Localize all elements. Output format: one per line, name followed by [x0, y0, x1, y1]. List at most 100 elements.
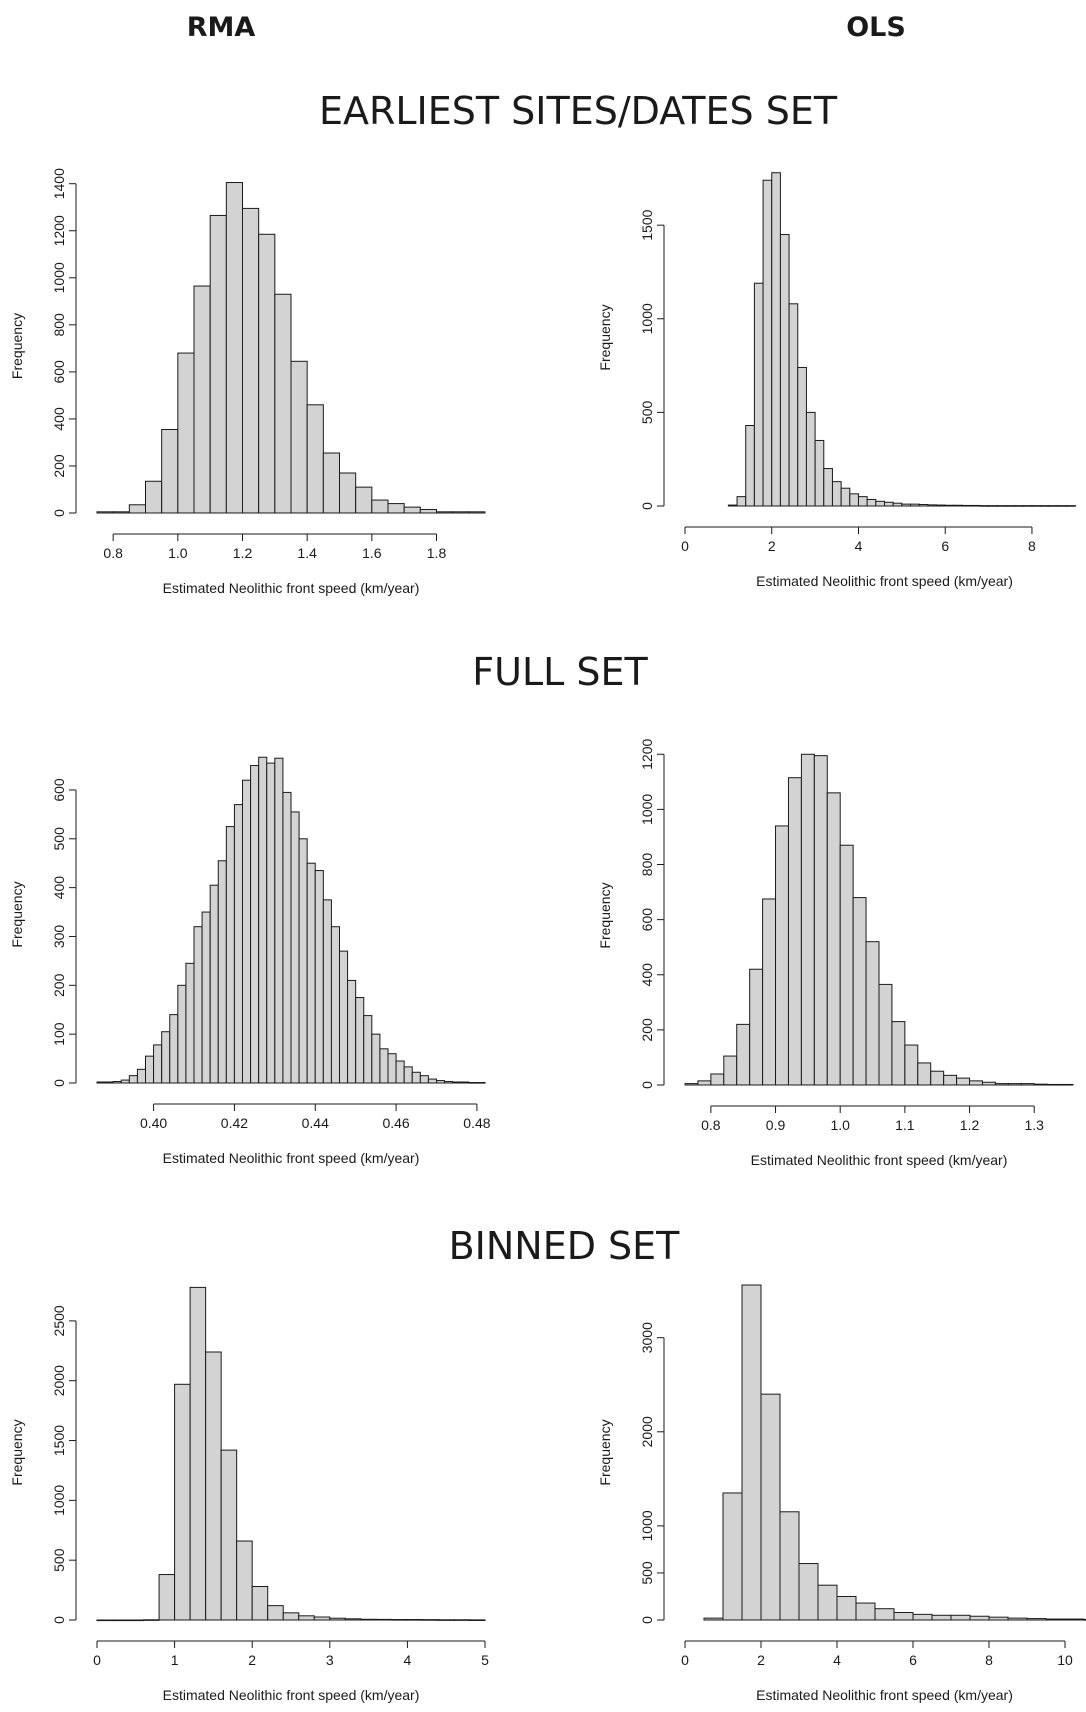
histogram-bar: [468, 1619, 486, 1621]
histogram-bar: [944, 504, 955, 507]
histogram-bar: [185, 962, 195, 1084]
x-axis-earliest-ols: 0 2 4 6 8: [681, 526, 1036, 554]
x-axis-full-rma: 0.40 0.42 0.44 0.46 0.48: [140, 1103, 491, 1131]
x-tick-label: 1.2: [960, 1117, 980, 1133]
histogram-bar: [174, 1383, 191, 1621]
x-tick-label: 0.9: [766, 1117, 786, 1133]
histogram-bar: [1014, 505, 1024, 507]
x-tick-label: 2: [768, 538, 776, 554]
histogram-bar: [865, 941, 880, 1086]
histogram-bar: [771, 172, 781, 507]
y-tick-label: 1000: [639, 303, 655, 334]
bars-full-rma: [96, 756, 486, 1084]
histogram-bar: [267, 1605, 284, 1621]
histogram-bar: [403, 1066, 413, 1084]
x-tick-label: 0.44: [302, 1115, 329, 1131]
histogram-bar: [266, 762, 276, 1084]
y-tick-label: 400: [51, 407, 67, 431]
histogram-bar: [826, 792, 841, 1086]
y-tick-label: 0: [639, 1616, 655, 1624]
histogram-bar: [710, 1073, 725, 1086]
x-axis-binned-rma: 0 1 2 3 4 5: [93, 1640, 489, 1668]
histogram-bar: [452, 1081, 462, 1084]
x-tick-label: 5: [481, 1652, 489, 1668]
histogram-bar: [1045, 1618, 1066, 1621]
histogram-bar: [736, 1023, 751, 1086]
histogram-bar: [189, 1286, 207, 1621]
histogram-bar: [936, 504, 946, 507]
y-tick-label: 500: [51, 827, 67, 851]
section-title-binned: BINNED SET: [449, 1224, 681, 1268]
histogram-bar: [395, 1060, 405, 1084]
histogram-bar: [403, 506, 421, 514]
histogram-bar: [798, 1563, 819, 1621]
y-axis-label: Frequency: [597, 882, 613, 948]
histogram-bar: [884, 501, 894, 507]
histogram-bar: [375, 1618, 393, 1621]
histogram-bar: [727, 504, 738, 507]
histogram-bar: [153, 1044, 163, 1084]
histogram-bar: [912, 1613, 933, 1621]
histogram-bar: [120, 1079, 130, 1084]
y-tick-label: 1500: [639, 209, 655, 240]
histogram-bar: [813, 755, 828, 1086]
histogram-bar: [251, 1586, 269, 1621]
histogram-bar: [282, 1612, 300, 1621]
bars-earliest-rma: [96, 182, 486, 514]
x-tick-label: 1.2: [233, 545, 253, 561]
bars-full-ols: [684, 753, 1074, 1086]
x-tick-label: 0: [93, 1652, 101, 1668]
histogram-bar: [805, 411, 816, 507]
x-tick-label: 4: [404, 1652, 412, 1668]
y-tick-label: 300: [51, 925, 67, 949]
histogram-bar: [363, 1015, 373, 1084]
histogram-bar: [969, 1080, 983, 1086]
histogram-bar: [161, 1031, 171, 1084]
histogram-bar: [436, 511, 454, 514]
y-tick-label: 0: [51, 1616, 67, 1624]
x-tick-label: 3: [326, 1652, 334, 1668]
histogram-bar: [753, 282, 764, 507]
histogram-bar: [962, 504, 972, 507]
y-tick-label: 100: [51, 1022, 67, 1046]
x-tick-label: 8: [1028, 538, 1036, 554]
histogram-bar: [831, 481, 842, 507]
histogram-bar: [453, 1619, 470, 1621]
histogram-bar: [1046, 1083, 1061, 1086]
histogram-bar: [836, 1595, 857, 1621]
histogram-bar: [177, 984, 187, 1084]
x-tick-label: 4: [855, 538, 863, 554]
histogram-bar: [96, 1081, 106, 1084]
histogram-bar: [112, 1081, 122, 1084]
histogram-bar: [143, 1619, 160, 1621]
histogram-bar: [874, 1608, 895, 1621]
histogram-bar: [476, 1082, 486, 1084]
histogram-bar: [314, 870, 324, 1084]
histogram-binned-rma: 0 1 2 3 4 5 Estimated Neolithic front speed (k…: [9, 1286, 489, 1703]
histogram-bar: [145, 480, 163, 514]
histogram-bar: [1083, 1619, 1086, 1621]
histogram-bar: [1031, 505, 1042, 507]
histogram-full-ols: 0.8 0.9 1.0 1.1 1.2 1.3 Estimated Neolithic fr…: [597, 738, 1074, 1168]
histogram-bar: [112, 1619, 129, 1622]
histogram-bar: [104, 1081, 114, 1084]
x-axis-full-ols: 0.8 0.9 1.0 1.1 1.2 1.3: [701, 1105, 1044, 1133]
histogram-bar: [391, 1619, 408, 1621]
y-axis-label: Frequency: [9, 1419, 25, 1485]
histogram-bar: [988, 1616, 1009, 1621]
bars-binned-rma: [96, 1286, 486, 1622]
x-tick-label: 2: [757, 1652, 765, 1668]
y-tick-label: 500: [51, 1548, 67, 1572]
histogram-bar: [745, 424, 755, 507]
y-tick-label: 200: [639, 1018, 655, 1042]
histogram-bar: [306, 862, 316, 1084]
histogram-bar: [917, 1062, 932, 1086]
histogram-bar: [697, 1080, 712, 1086]
histogram-bar: [1007, 1617, 1028, 1621]
histogram-bar: [979, 505, 990, 507]
x-axis-label: Estimated Neolithic front speed (km/year…: [163, 1687, 420, 1703]
y-tick-label: 2000: [51, 1365, 67, 1396]
histogram-bar: [684, 1083, 699, 1086]
histogram-bar: [339, 472, 357, 514]
histogram-bar: [193, 285, 211, 514]
